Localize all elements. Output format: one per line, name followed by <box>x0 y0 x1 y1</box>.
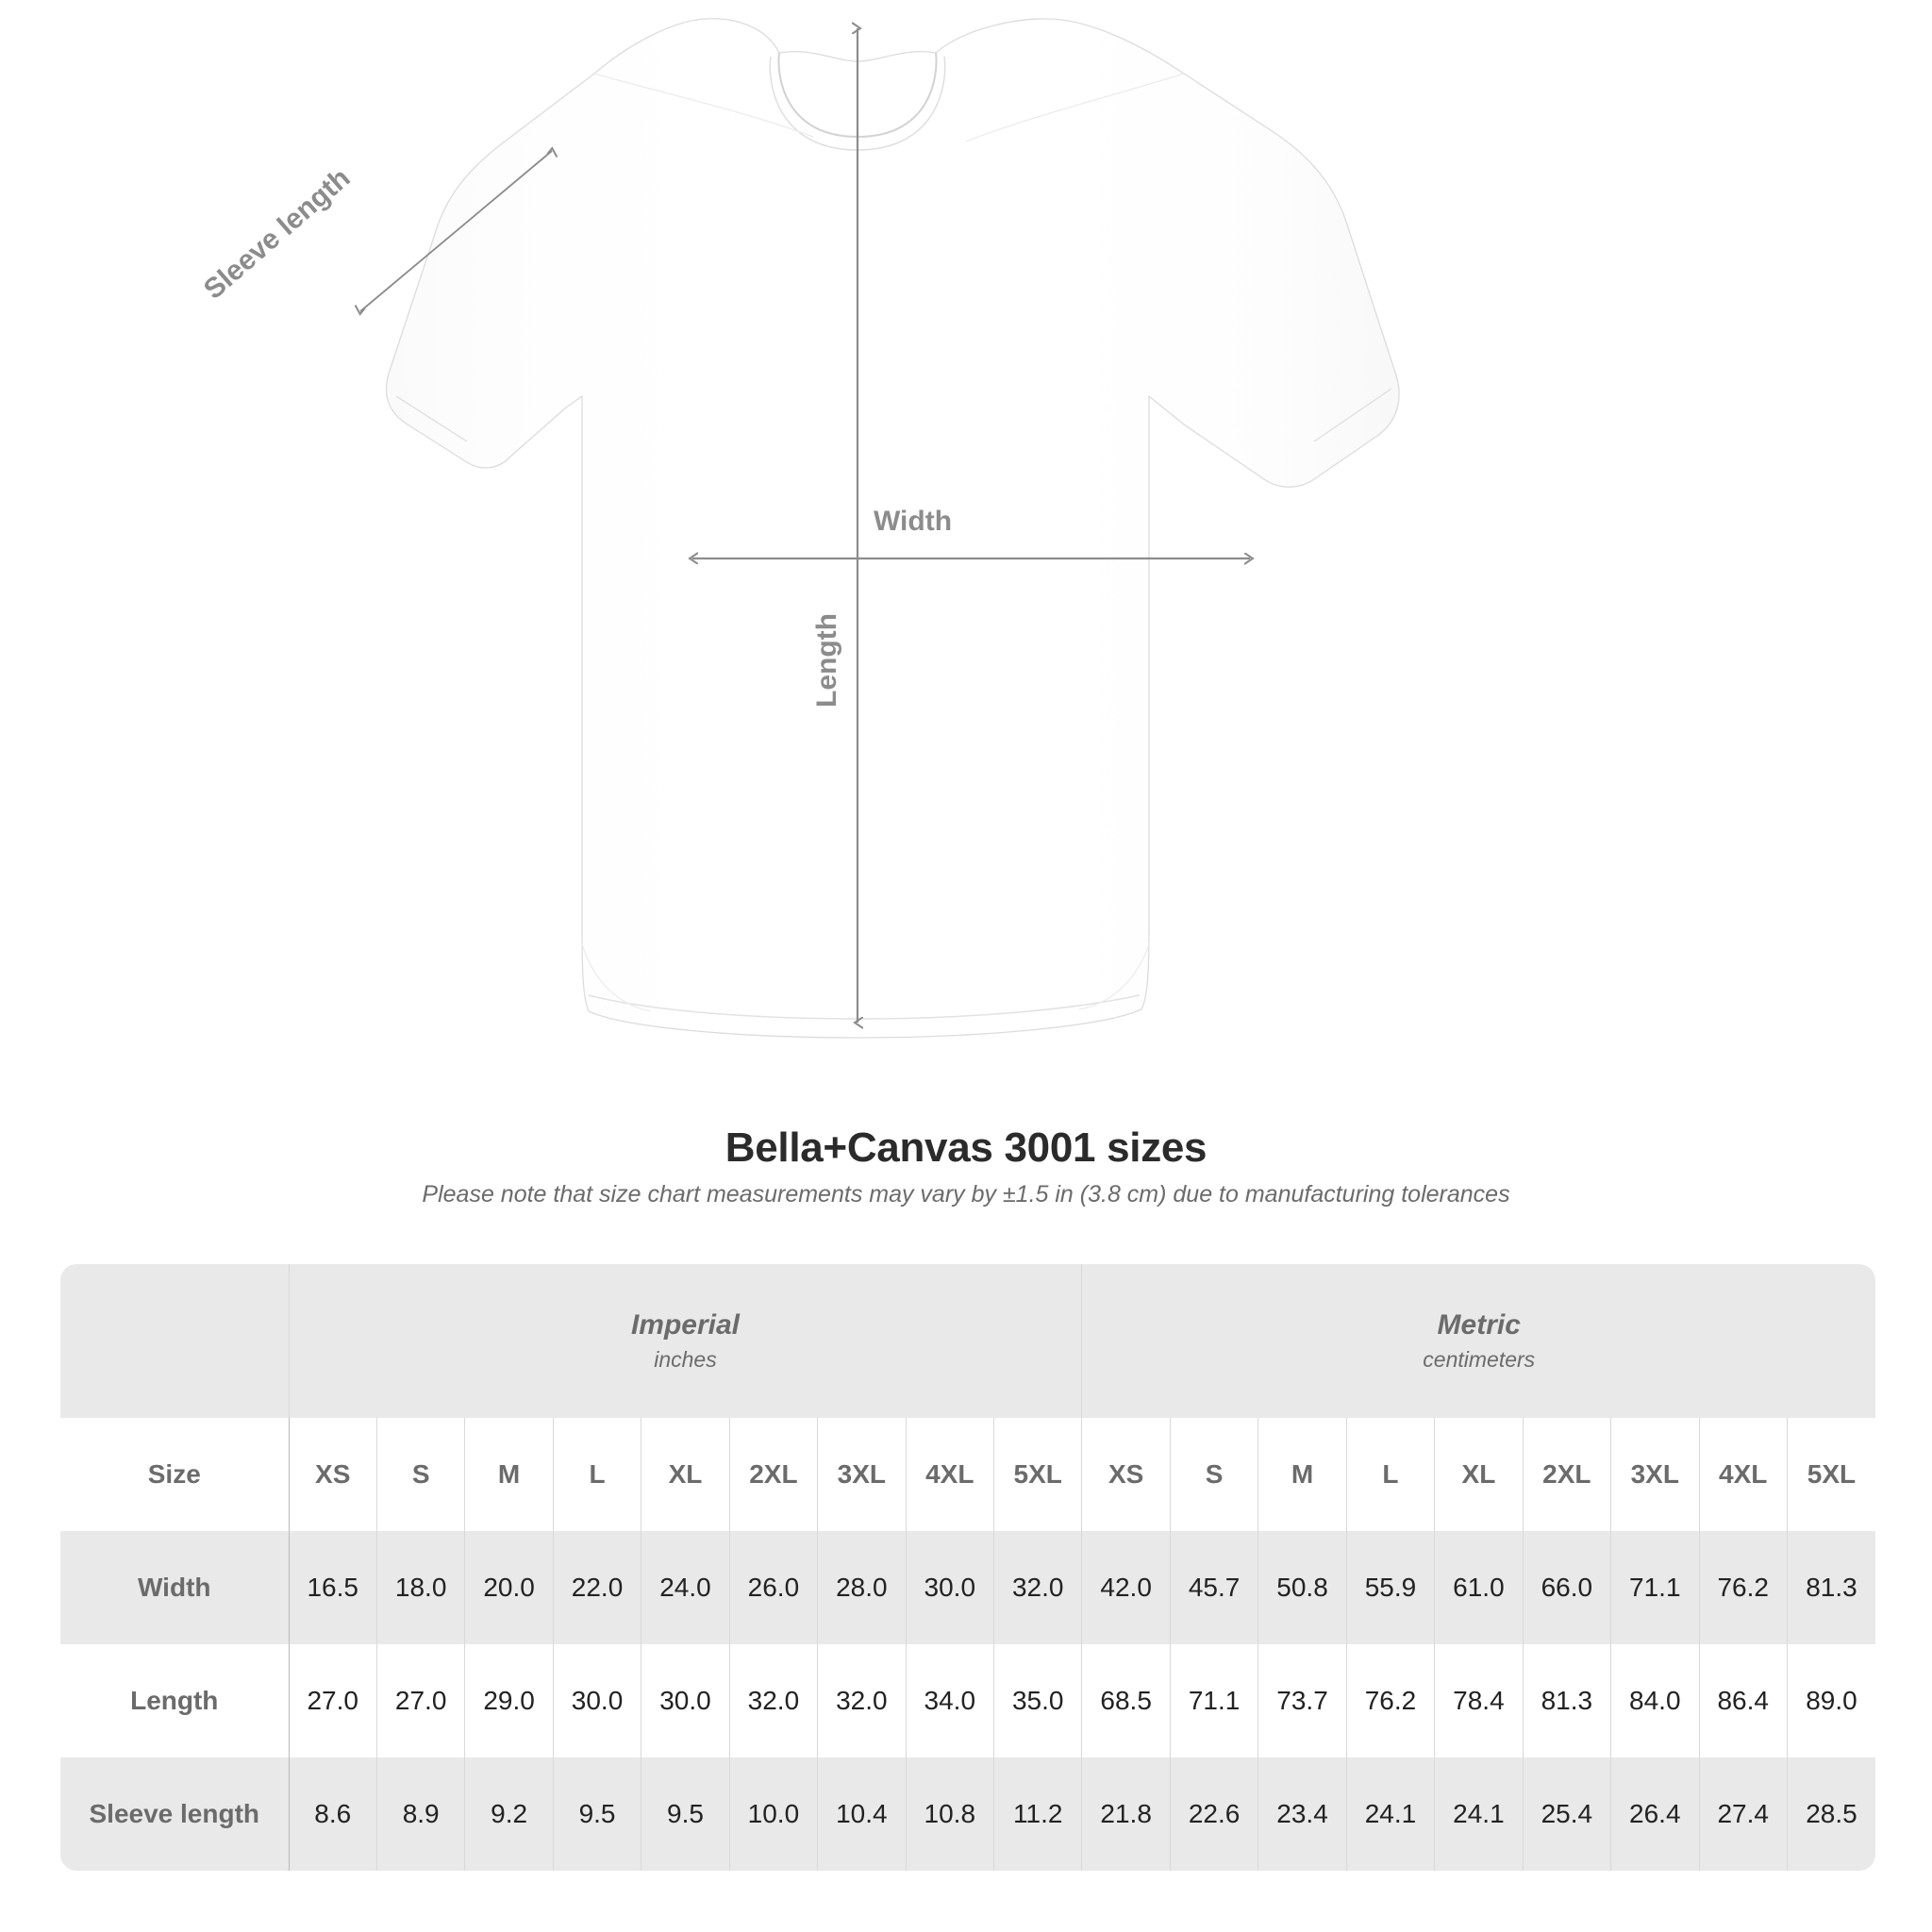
svg-text:Length: Length <box>811 613 842 708</box>
svg-text:Width: Width <box>874 506 952 537</box>
svg-text:Sleeve length: Sleeve length <box>198 162 357 306</box>
